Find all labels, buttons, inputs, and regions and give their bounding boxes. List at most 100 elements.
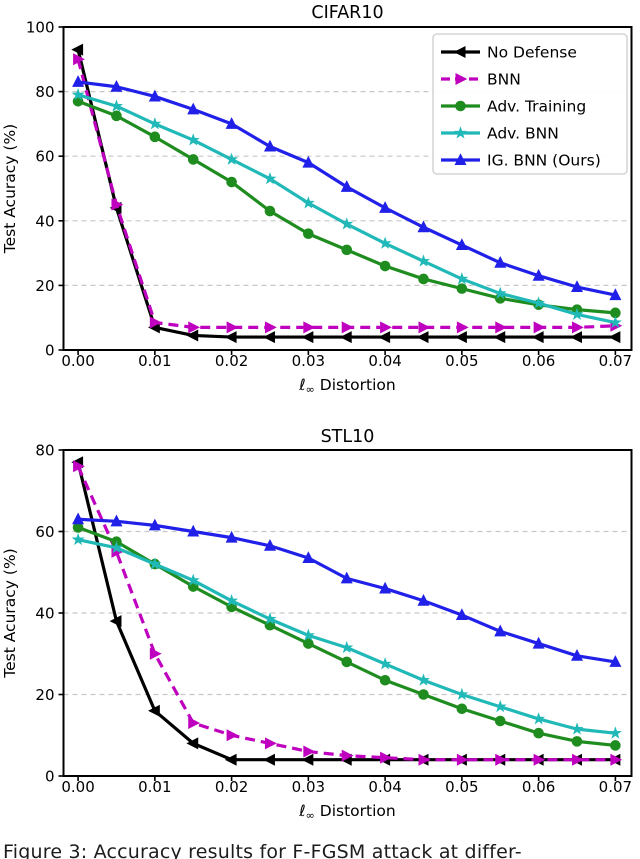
axis-ticks (58, 449, 617, 781)
data-point-marker (418, 753, 431, 766)
y-axis-label: Test Acuracy (%) (1, 548, 19, 678)
data-point-marker (149, 131, 161, 143)
data-point-marker (301, 753, 314, 766)
series-ig-bnn-ours (72, 512, 622, 667)
data-point-marker (418, 689, 429, 700)
legend-label: IG. BNN (Ours) (487, 152, 601, 170)
legend-label: BNN (487, 71, 521, 89)
legend-entry-bnn: BNN (441, 71, 521, 89)
data-point-marker (148, 704, 160, 717)
series-bnn (73, 53, 623, 334)
data-point-marker (456, 283, 468, 294)
data-point-marker (493, 331, 506, 344)
data-point-marker (301, 628, 315, 641)
data-point-marker (226, 176, 237, 188)
data-point-marker (493, 699, 507, 713)
data-point-marker (149, 316, 162, 329)
data-point-marker (225, 117, 238, 129)
data-point-marker (341, 244, 353, 256)
data-point-marker (533, 727, 544, 739)
tick-labels: 0.00 0.01 0.02 0.03 0.04 0.05 0.06 0.07 0 20 40 60 8… (26, 19, 632, 371)
data-point-marker (339, 331, 352, 344)
data-point-marker (111, 110, 122, 122)
data-point-marker (608, 315, 622, 329)
data-point-marker (224, 753, 237, 766)
data-point-marker (455, 608, 468, 621)
data-point-marker (378, 331, 391, 344)
data-point-marker (572, 321, 584, 334)
series-no-defense (71, 43, 621, 344)
data-point-marker (379, 674, 391, 686)
data-point-marker (456, 703, 468, 715)
data-point-marker (263, 612, 277, 625)
data-point-marker (456, 753, 469, 766)
data-point-marker (301, 331, 314, 344)
series-adv-bnn (71, 532, 622, 739)
data-point-marker (226, 321, 239, 334)
data-point-marker (109, 615, 122, 628)
x-tick-label: 0.06 (522, 778, 555, 796)
x-axis-label: ℓ∞ Distortion (298, 802, 395, 822)
data-point-marker (379, 581, 392, 594)
data-point-marker (187, 524, 200, 537)
data-point-marker (71, 43, 84, 56)
y-tick-label: 80 (35, 442, 54, 460)
data-point-marker (224, 331, 237, 344)
series-line-adv-bnn (77, 538, 616, 735)
data-point-marker (71, 88, 85, 101)
data-point-marker (186, 133, 200, 146)
gridlines (63, 530, 632, 696)
y-tick-label: 40 (35, 605, 54, 623)
data-point-marker (225, 530, 238, 543)
x-tick-label: 0.07 (599, 352, 632, 370)
data-point-marker (570, 722, 584, 735)
y-axis-label: Test Acuracy (%) (1, 124, 19, 254)
data-point-marker (418, 273, 429, 285)
data-point-marker (264, 321, 277, 334)
data-point-marker (495, 753, 508, 766)
data-point-marker (532, 296, 546, 309)
data-point-marker (301, 196, 315, 209)
data-point-marker (455, 687, 469, 700)
series-ig-bnn-ours (72, 75, 622, 301)
data-point-marker (303, 638, 314, 649)
data-point-marker (417, 673, 430, 686)
data-point-marker (379, 260, 391, 272)
data-point-marker (73, 460, 85, 473)
chart-title: STL10 (321, 427, 375, 447)
data-point-marker (263, 172, 277, 185)
data-point-marker (340, 640, 354, 654)
data-point-marker (532, 268, 545, 281)
data-point-marker (380, 751, 392, 764)
data-point-marker (493, 286, 507, 299)
legend: No Defense BNN Adv. Training Adv. BNN IG. BN… (432, 33, 628, 175)
data-point-marker (225, 593, 239, 607)
legend-label: Adv. Training (487, 98, 586, 116)
chart-stl10: 0.00 0.01 0.02 0.03 0.04 0.05 0.06 0.07 0 20 40 60 8… (1, 427, 633, 822)
data-point-marker (148, 518, 161, 531)
data-point-marker (341, 749, 354, 762)
y-tick-label: 0 (45, 342, 55, 360)
series-markers-adv-bnn (71, 88, 622, 329)
data-point-marker (532, 712, 546, 725)
data-point-marker (340, 180, 353, 192)
legend-marker-circle-icon (455, 100, 466, 112)
data-point-marker (109, 541, 123, 554)
x-tick-label: 0.05 (445, 778, 478, 796)
series-adv-bnn (71, 88, 622, 329)
y-tick-label: 20 (35, 277, 54, 295)
legend-entry-ig-bnn-ours: IG. BNN (Ours) (441, 152, 601, 170)
data-point-marker (188, 321, 201, 334)
data-point-marker (148, 117, 162, 130)
data-point-marker (303, 228, 314, 240)
data-point-marker (610, 753, 623, 766)
data-point-marker (303, 321, 316, 334)
data-point-marker (110, 514, 123, 527)
data-point-marker (494, 255, 507, 268)
data-point-marker (148, 557, 162, 570)
axis-ticks (58, 26, 617, 355)
data-point-marker (416, 331, 429, 344)
data-point-marker (455, 238, 468, 251)
data-point-marker (417, 254, 430, 267)
plot-border (62, 26, 633, 351)
